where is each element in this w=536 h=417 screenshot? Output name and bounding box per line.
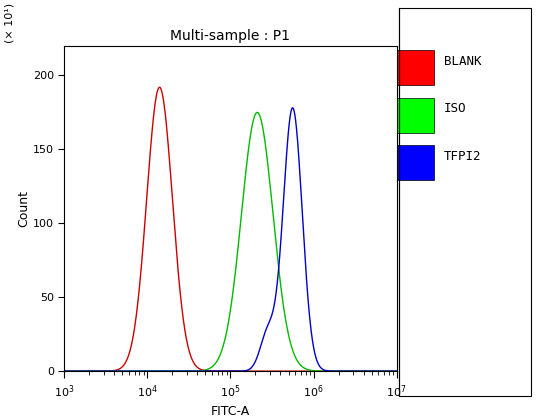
BLANK — [61, 369, 68, 374]
TFPI2 — [325, 368, 332, 373]
TFPI2 — [308, 325, 314, 330]
BLANK — [393, 369, 400, 374]
Title: Multi-sample : P1: Multi-sample : P1 — [170, 29, 291, 43]
BLANK — [258, 369, 264, 374]
Bar — [397, 98, 434, 133]
BLANK — [78, 369, 84, 374]
BLANK — [182, 327, 188, 332]
ISO — [272, 236, 279, 241]
Bar — [397, 50, 434, 85]
Text: ISO: ISO — [443, 102, 466, 115]
Line: TFPI2: TFPI2 — [64, 108, 397, 371]
TFPI2 — [393, 369, 400, 374]
BLANK — [325, 369, 332, 374]
ISO — [393, 369, 400, 374]
BLANK — [157, 85, 163, 90]
TFPI2 — [258, 343, 264, 348]
X-axis label: FITC-A: FITC-A — [211, 405, 250, 417]
Text: BLANK: BLANK — [443, 55, 481, 68]
ISO — [308, 368, 314, 373]
BLANK — [308, 369, 314, 374]
TFPI2 — [78, 369, 84, 374]
ISO — [325, 369, 332, 374]
ISO — [61, 369, 68, 374]
Line: BLANK: BLANK — [64, 87, 397, 371]
ISO — [254, 110, 260, 115]
Text: TFPI2: TFPI2 — [443, 150, 481, 163]
TFPI2 — [289, 106, 296, 111]
Bar — [397, 145, 434, 180]
ISO — [181, 369, 188, 374]
TFPI2 — [61, 369, 68, 374]
BLANK — [272, 369, 279, 374]
TFPI2 — [181, 369, 188, 374]
ISO — [258, 117, 264, 122]
Text: (× 10¹): (× 10¹) — [4, 3, 14, 43]
ISO — [78, 369, 84, 374]
Y-axis label: Count: Count — [17, 190, 30, 227]
Line: ISO: ISO — [64, 113, 397, 371]
TFPI2 — [272, 295, 279, 300]
